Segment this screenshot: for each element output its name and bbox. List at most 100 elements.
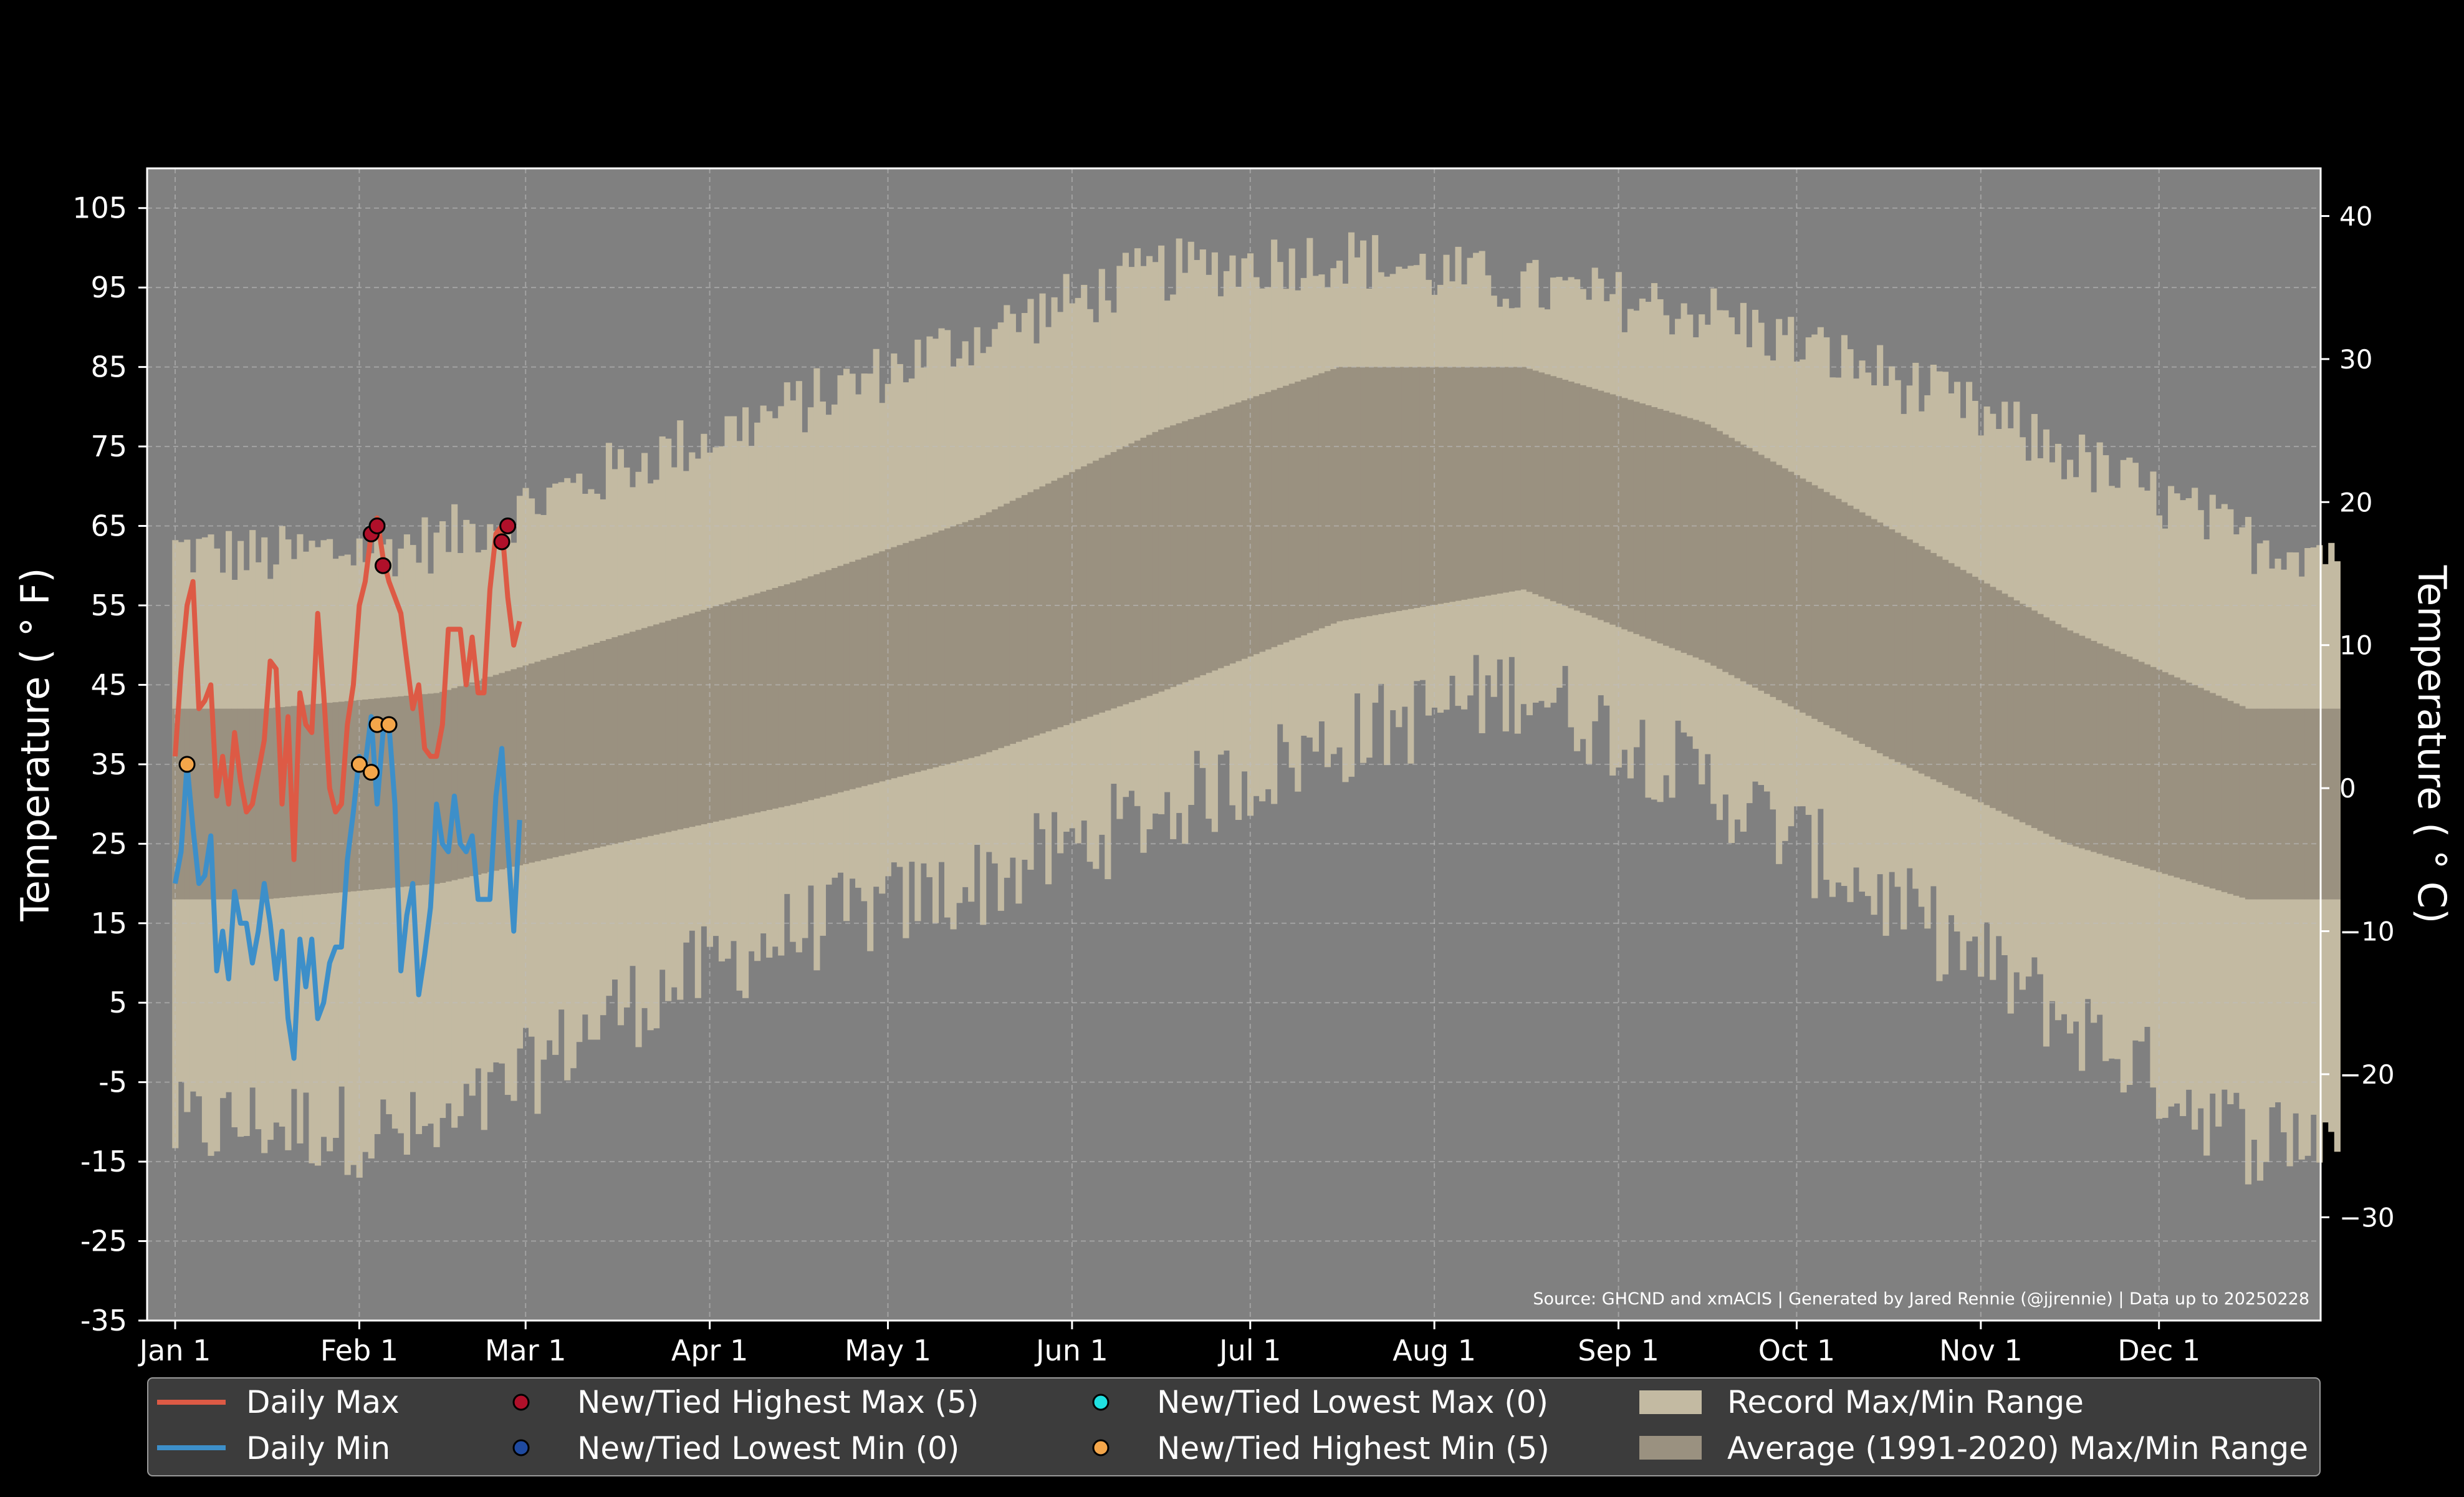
average-range-bar — [593, 643, 600, 848]
average-range-bar — [445, 690, 452, 882]
average-range-bar — [879, 551, 886, 782]
average-range-bar — [914, 539, 921, 773]
average-range-bar — [1912, 542, 1919, 771]
average-range-bar — [2132, 659, 2139, 865]
average-range-bar — [2037, 614, 2044, 831]
average-range-bar — [1621, 398, 1628, 630]
average-range-bar — [1770, 461, 1776, 697]
legend-swatch-record-range — [1639, 1390, 1702, 1414]
average-range-bar — [172, 708, 179, 900]
average-range-bar — [261, 708, 268, 900]
average-range-bar — [1306, 377, 1313, 633]
average-range-bar — [2209, 693, 2216, 888]
average-range-bar — [2013, 600, 2020, 820]
legend-marker-new-low-max — [1092, 1394, 1110, 1411]
average-range-bar — [2192, 685, 2198, 883]
average-range-bar — [950, 526, 957, 763]
average-range-bar — [1396, 367, 1402, 612]
average-range-bar — [2221, 698, 2228, 892]
average-range-bar — [2079, 635, 2086, 849]
average-range-bar — [724, 602, 731, 819]
average-range-bar — [1146, 435, 1153, 696]
average-range-bar — [1039, 486, 1046, 734]
average-range-bar — [309, 704, 315, 895]
x-tick-label: Oct 1 — [1758, 1334, 1835, 1367]
average-range-bar — [1942, 559, 1949, 786]
y-right-tick-label: −20 — [2339, 1059, 2395, 1090]
average-range-bar — [1063, 474, 1070, 725]
average-range-bar — [712, 606, 719, 822]
x-tick-label: Nov 1 — [1939, 1334, 2023, 1367]
average-range-bar — [873, 553, 880, 783]
average-range-bar — [772, 587, 779, 809]
legend-label-daily-max: Daily Max — [246, 1384, 400, 1420]
average-range-bar — [427, 693, 434, 885]
average-range-bar — [1312, 375, 1319, 631]
average-range-bar — [410, 695, 416, 886]
average-range-bar — [492, 675, 499, 871]
average-range-bar — [1206, 413, 1212, 673]
average-range-bar — [1229, 404, 1236, 664]
average-range-bar — [1128, 443, 1135, 703]
average-range-bar — [2298, 708, 2305, 900]
average-range-bar — [813, 574, 820, 799]
average-range-bar — [201, 708, 209, 900]
y-tick-label: 105 — [72, 191, 127, 225]
average-range-bar — [2239, 706, 2246, 898]
average-range-bar — [1776, 465, 1783, 700]
average-range-bar — [1199, 415, 1206, 675]
average-range-bar — [730, 600, 737, 818]
average-range-bar — [985, 512, 992, 753]
average-range-bar — [487, 676, 494, 872]
average-range-bar — [1217, 408, 1224, 668]
average-range-bar — [1241, 400, 1248, 659]
average-range-bar — [1550, 376, 1557, 602]
average-range-bar — [2007, 597, 2014, 817]
average-range-bar — [1164, 427, 1171, 690]
average-range-bar — [1336, 367, 1343, 622]
average-range-bar — [1538, 372, 1545, 597]
x-tick-label: Jul 1 — [1217, 1334, 1281, 1367]
legend-marker-new-high-max — [512, 1394, 530, 1411]
average-range-bar — [2043, 617, 2049, 834]
average-range-bar — [1669, 412, 1675, 648]
average-range-bar — [1520, 367, 1527, 590]
average-range-bar — [511, 669, 517, 867]
average-range-bar — [1722, 434, 1729, 672]
average-range-bar — [926, 534, 933, 769]
average-range-bar — [1366, 367, 1373, 617]
legend-label-new-low-max: New/Tied Lowest Max (0) — [1157, 1384, 1548, 1420]
average-range-bar — [2150, 667, 2157, 870]
average-range-bar — [683, 615, 689, 829]
average-range-bar — [2245, 708, 2251, 900]
average-range-bar — [2025, 607, 2032, 826]
legend-marker-new-low-min — [512, 1439, 530, 1456]
average-range-bar — [944, 528, 951, 764]
average-range-bar — [1532, 370, 1539, 594]
average-range-bar — [1847, 505, 1854, 738]
average-range-bar — [1663, 410, 1670, 646]
average-range-bar — [231, 708, 238, 900]
average-range-bar — [1633, 402, 1640, 634]
average-range-bar — [314, 703, 322, 895]
y-axis-label-right: Temperature ( ° C) — [2409, 565, 2455, 924]
average-range-bar — [2096, 643, 2103, 854]
y-tick-label: 5 — [109, 986, 127, 1019]
average-range-bar — [843, 564, 850, 791]
average-range-bar — [1800, 478, 1806, 713]
average-range-bar — [1467, 367, 1474, 599]
average-range-bar — [1265, 392, 1272, 650]
average-range-bar — [1882, 526, 1889, 757]
average-range-bar — [896, 545, 903, 777]
average-range-bar — [2281, 708, 2288, 900]
y-tick-label: -15 — [80, 1145, 127, 1178]
average-range-bar — [1211, 410, 1218, 671]
average-range-bar — [1574, 383, 1581, 611]
average-range-bar — [1277, 388, 1283, 645]
average-range-bar — [588, 645, 595, 849]
x-tick-label: May 1 — [845, 1334, 931, 1367]
average-range-bar — [1906, 539, 1913, 768]
plot-frame — [146, 167, 2322, 1322]
average-range-bar — [273, 707, 280, 898]
